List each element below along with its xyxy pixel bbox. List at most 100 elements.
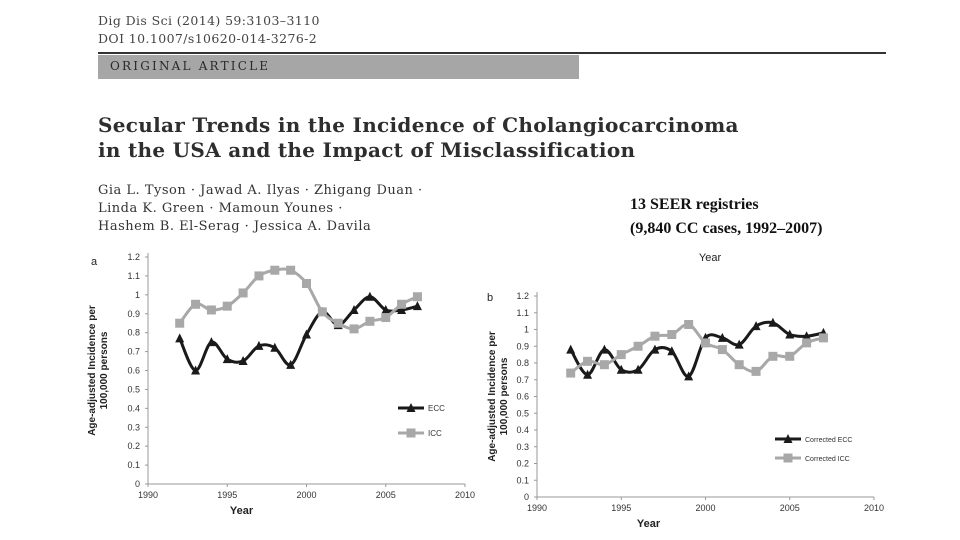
y-tick-label: 0: [135, 479, 140, 489]
y-axis-label-line-1: Age-adjusted Incidence per: [87, 305, 98, 436]
data-point-square: [650, 331, 660, 341]
data-point-triangle: [270, 342, 280, 352]
annotation-line-2: (9,840 CC cases, 1992–2007): [630, 220, 823, 237]
y-tick-label: 0.7: [516, 375, 529, 385]
citation: Dig Dis Sci (2014) 59:3103–3110: [98, 13, 320, 28]
legend-marker: [406, 403, 416, 412]
data-point-triangle: [583, 369, 593, 379]
annotation-line-1: 13 SEER registries: [630, 196, 759, 213]
x-tick-label: 2000: [296, 490, 316, 500]
y-tick-label: 0.5: [516, 408, 529, 418]
series-line-1: [569, 322, 824, 375]
header-rule: [98, 52, 886, 54]
data-point-triangle: [650, 344, 660, 354]
y-tick-label: 0.5: [127, 384, 140, 394]
data-point-triangle: [566, 344, 576, 354]
seer-annotation: 13 SEER registries (9,840 CC cases, 1992…: [630, 193, 822, 241]
data-point-triangle: [238, 356, 248, 366]
data-point-square: [349, 324, 359, 334]
y-tick-label: 0.9: [127, 309, 140, 319]
y-tick-label: 0.7: [127, 347, 140, 357]
y-tick-label: 0.3: [516, 442, 529, 452]
legend-marker: [783, 434, 793, 443]
data-point-square: [802, 338, 812, 348]
data-point-triangle: [254, 340, 264, 350]
legend-marker: [783, 453, 793, 463]
data-point-square: [583, 356, 593, 366]
x-tick-label: 1990: [527, 503, 547, 513]
x-tick-label: 2005: [780, 503, 800, 513]
chart-title: Year: [699, 252, 722, 264]
x-axis-label: Year: [230, 505, 254, 517]
y-tick-label: 1: [135, 290, 140, 300]
chart-panel-a: a 0 0.1 0.2 0.3 0.4 0.5 0.6 0.7 0.8 0.9 1 1.1 1.2 1990…: [87, 252, 475, 517]
data-point-triangle: [222, 354, 232, 364]
data-point-triangle: [768, 317, 778, 327]
x-tick-label: 1995: [217, 490, 237, 500]
data-point-square: [302, 278, 311, 288]
data-point-square: [254, 271, 264, 281]
data-point-square: [785, 351, 795, 361]
data-point-triangle: [206, 337, 216, 347]
y-tick-label: 0.2: [516, 459, 529, 469]
title-line-1: Secular Trends in the Incidence of Chola…: [98, 113, 739, 137]
data-point-triangle: [349, 304, 359, 314]
y-axis-label-line-2: 100,000 persons: [99, 331, 110, 409]
authors-line-3: Hashem B. El-Serag · Jessica A. Davila: [98, 219, 372, 234]
authors-line-1: Gia L. Tyson · Jawad A. Ilyas · Zhigang …: [98, 183, 423, 198]
data-point-square: [175, 318, 185, 328]
data-point-square: [397, 299, 407, 309]
y-tick-label: 0.3: [127, 422, 140, 432]
y-tick-label: 0: [524, 492, 529, 502]
article-type: ORIGINAL ARTICLE: [110, 59, 271, 73]
y-axis-label: Age-adjusted Incidence per100,000 person…: [487, 331, 510, 462]
data-point-square: [701, 338, 710, 348]
y-tick-label: 1.1: [516, 308, 529, 318]
data-point-square: [238, 288, 248, 298]
data-point-triangle: [365, 291, 375, 301]
data-point-triangle: [302, 329, 311, 339]
legend-marker: [406, 428, 416, 438]
series-line-1: [178, 267, 419, 331]
data-point-square: [365, 316, 375, 326]
data-point-square: [286, 265, 296, 275]
y-tick-label: 0.6: [127, 366, 140, 376]
x-tick-label: 2010: [455, 490, 475, 500]
data-point-square: [381, 313, 391, 323]
legend-label: Corrected ICC: [805, 456, 850, 463]
y-tick-label: 0.2: [127, 441, 140, 451]
data-point-square: [684, 319, 694, 329]
y-tick-label: 0.4: [516, 425, 529, 435]
data-point-triangle: [286, 359, 296, 369]
y-tick-label: 1.1: [127, 271, 140, 281]
y-tick-label: 1.2: [516, 291, 529, 301]
data-point-square: [667, 330, 677, 340]
data-point-square: [616, 350, 626, 360]
authors-line-2: Linda K. Green · Mamoun Younes ·: [98, 201, 343, 216]
data-point-square: [566, 368, 576, 378]
data-point-triangle: [175, 333, 185, 343]
y-axis-label: Age-adjusted Incidence per100,000 person…: [87, 305, 110, 436]
data-point-square: [734, 360, 744, 370]
article-type-banner: ORIGINAL ARTICLE: [98, 55, 579, 79]
data-point-square: [633, 341, 643, 351]
y-tick-label: 0.8: [127, 328, 140, 338]
legend-label: ICC: [428, 429, 442, 438]
data-point-square: [412, 292, 422, 302]
data-point-square: [768, 351, 778, 361]
data-point-triangle: [397, 304, 407, 314]
journal-header: Dig Dis Sci (2014) 59:3103–3110 DOI 10.1…: [98, 12, 320, 48]
data-point-square: [599, 360, 609, 370]
y-tick-label: 1.2: [127, 252, 140, 262]
paper-title: Secular Trends in the Incidence of Chola…: [98, 113, 898, 163]
data-point-triangle: [633, 364, 643, 374]
data-point-square: [717, 345, 727, 355]
x-tick-label: 2010: [864, 503, 884, 513]
data-point-triangle: [381, 304, 391, 314]
y-tick-label: 0.1: [127, 460, 140, 470]
panel-label: b: [487, 292, 493, 304]
panel-label: a: [91, 256, 98, 268]
data-point-square: [206, 305, 216, 315]
data-point-square: [818, 333, 828, 343]
data-point-triangle: [785, 329, 795, 339]
